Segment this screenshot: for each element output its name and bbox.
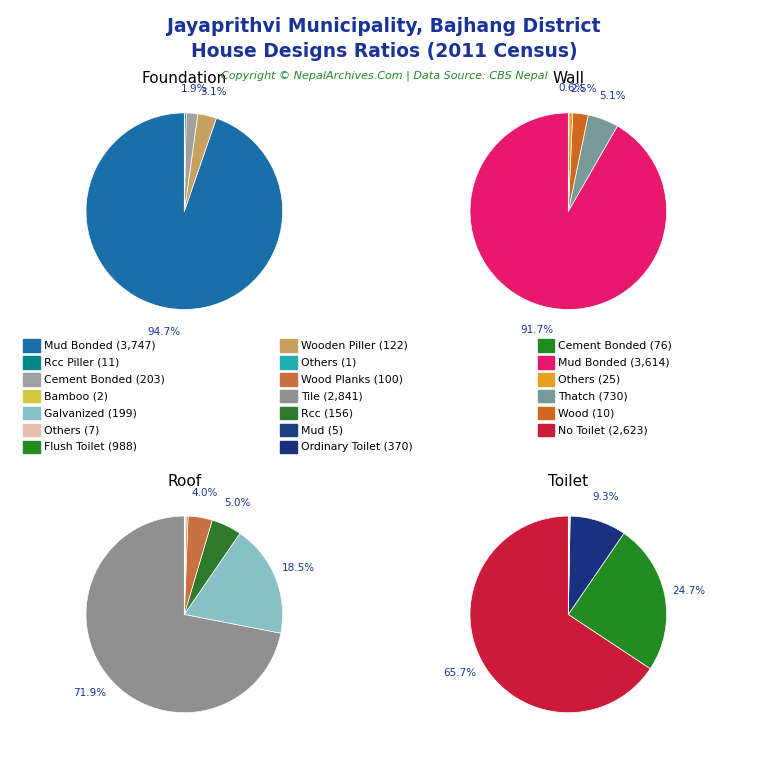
Text: Wood (10): Wood (10)	[558, 408, 614, 419]
Text: 1.9%: 1.9%	[180, 84, 207, 94]
Text: 0.6%: 0.6%	[558, 84, 584, 94]
Text: No Toilet (2,623): No Toilet (2,623)	[558, 425, 648, 435]
Text: 65.7%: 65.7%	[443, 667, 477, 677]
Wedge shape	[568, 113, 573, 211]
Text: Thatch (730): Thatch (730)	[558, 391, 628, 402]
Wedge shape	[184, 516, 212, 614]
Text: Mud (5): Mud (5)	[301, 425, 343, 435]
Text: 24.7%: 24.7%	[672, 586, 706, 596]
Wedge shape	[568, 113, 588, 211]
Text: 5.0%: 5.0%	[224, 498, 250, 508]
Text: Flush Toilet (988): Flush Toilet (988)	[44, 442, 137, 452]
Wedge shape	[184, 113, 186, 211]
Title: Foundation: Foundation	[141, 71, 227, 86]
Text: Copyright © NepalArchives.Com | Data Source: CBS Nepal: Copyright © NepalArchives.Com | Data Sou…	[220, 71, 548, 81]
Text: Ordinary Toilet (370): Ordinary Toilet (370)	[301, 442, 413, 452]
Wedge shape	[568, 516, 569, 614]
Text: 9.3%: 9.3%	[593, 492, 619, 502]
Wedge shape	[86, 113, 283, 310]
Text: 2.5%: 2.5%	[571, 84, 597, 94]
Text: Rcc Piller (11): Rcc Piller (11)	[44, 357, 119, 368]
Text: Galvanized (199): Galvanized (199)	[44, 408, 137, 419]
Text: Bamboo (2): Bamboo (2)	[44, 391, 108, 402]
Title: Roof: Roof	[167, 474, 201, 489]
Title: Wall: Wall	[552, 71, 584, 86]
Text: 18.5%: 18.5%	[282, 563, 315, 573]
Text: Jayaprithvi Municipality, Bajhang District
House Designs Ratios (2011 Census): Jayaprithvi Municipality, Bajhang Distri…	[167, 17, 601, 61]
Wedge shape	[184, 516, 188, 614]
Text: 94.7%: 94.7%	[147, 327, 180, 337]
Wedge shape	[568, 533, 667, 669]
Wedge shape	[184, 516, 186, 614]
Wedge shape	[184, 520, 240, 614]
Wedge shape	[184, 113, 198, 211]
Text: Tile (2,841): Tile (2,841)	[301, 391, 362, 402]
Wedge shape	[470, 113, 667, 310]
Text: Others (7): Others (7)	[44, 425, 99, 435]
Text: 3.1%: 3.1%	[200, 87, 227, 97]
Wedge shape	[568, 516, 570, 614]
Wedge shape	[470, 516, 650, 713]
Text: Mud Bonded (3,614): Mud Bonded (3,614)	[558, 357, 670, 368]
Text: Others (1): Others (1)	[301, 357, 356, 368]
Text: 5.1%: 5.1%	[599, 91, 625, 101]
Wedge shape	[184, 533, 283, 633]
Text: Wood Planks (100): Wood Planks (100)	[301, 374, 403, 385]
Text: 4.0%: 4.0%	[191, 488, 217, 498]
Text: Cement Bonded (203): Cement Bonded (203)	[44, 374, 164, 385]
Title: Toilet: Toilet	[548, 474, 588, 489]
Wedge shape	[568, 516, 624, 614]
Text: Mud Bonded (3,747): Mud Bonded (3,747)	[44, 340, 155, 351]
Text: Others (25): Others (25)	[558, 374, 621, 385]
Text: 71.9%: 71.9%	[73, 687, 106, 697]
Text: 91.7%: 91.7%	[520, 325, 553, 335]
Text: Cement Bonded (76): Cement Bonded (76)	[558, 340, 672, 351]
Text: Rcc (156): Rcc (156)	[301, 408, 353, 419]
Text: Wooden Piller (122): Wooden Piller (122)	[301, 340, 408, 351]
Wedge shape	[86, 516, 281, 713]
Wedge shape	[568, 115, 617, 211]
Wedge shape	[184, 114, 217, 211]
